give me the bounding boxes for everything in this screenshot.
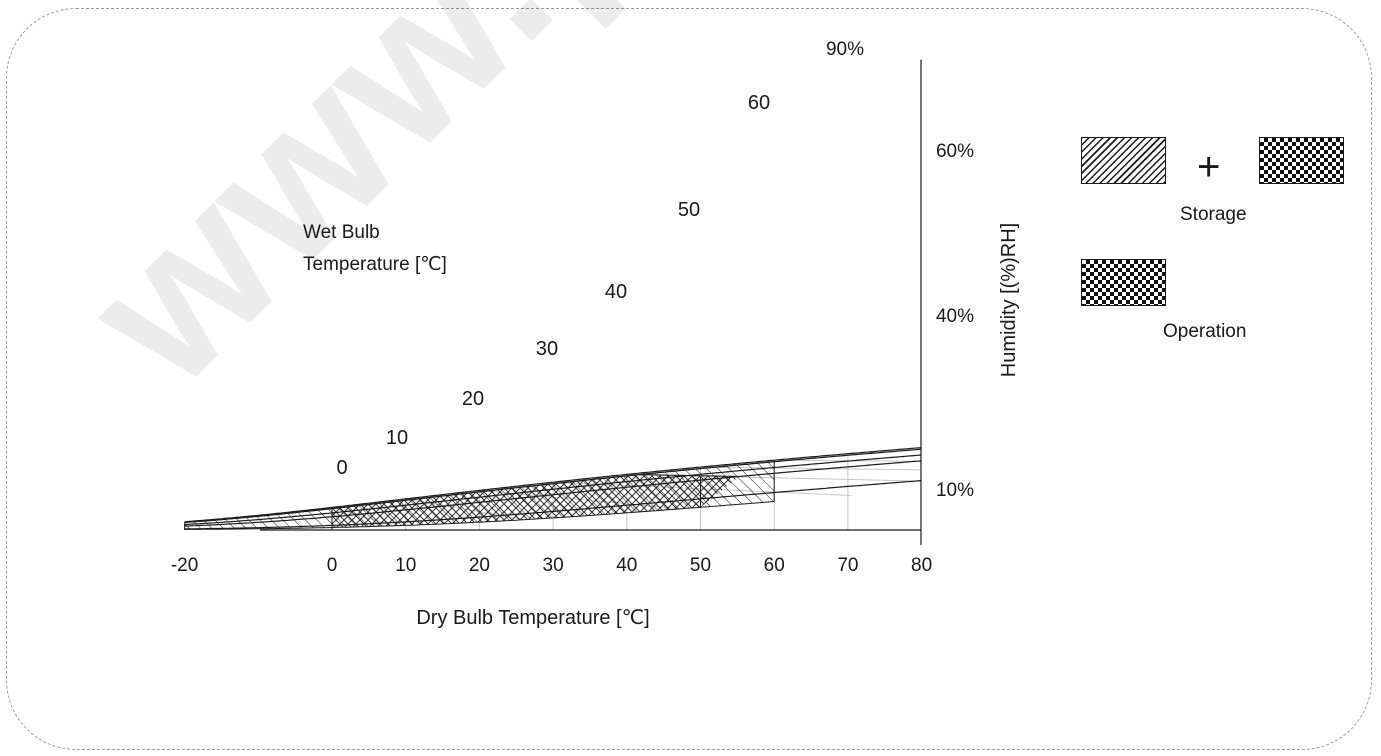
x-tick-label: 20 [469, 555, 490, 576]
wet-bulb-40-limit [639, 474, 740, 477]
rh-curve [184, 480, 922, 530]
storage-hatch-swatch [1081, 137, 1166, 184]
rounded-frame [6, 8, 1372, 750]
axis-layer [260, 59, 922, 545]
wet-bulb-tick-label: 40 [605, 281, 627, 303]
region-layer [184, 461, 775, 531]
x-tick-label: 0 [327, 555, 338, 576]
wet-bulb-tick-label: 50 [678, 199, 700, 221]
x-tick-label: -20 [171, 555, 198, 576]
rh-curve-label: 10% [936, 480, 974, 501]
storage-checker-swatch [1259, 137, 1344, 184]
text-layer: -20 0 10 20 30 40 50 60 70 80 Dry Bulb Temperature… [171, 39, 1020, 629]
curve-layer [184, 447, 922, 530]
wet-bulb-tick-label: 60 [748, 92, 770, 114]
rh-curve-label: 60% [936, 141, 974, 162]
storage-label: Storage [1180, 204, 1247, 225]
operation-label: Operation [1163, 321, 1247, 342]
rh-curve-label: 90% [826, 39, 864, 60]
x-tick-label: 50 [690, 555, 711, 576]
wet-bulb-tick-label: 20 [462, 388, 484, 410]
x-tick-label: 40 [616, 555, 637, 576]
operation-region [332, 474, 740, 528]
x-tick-label: 30 [543, 555, 564, 576]
wet-bulb-tick-label: 30 [536, 338, 558, 360]
wet-bulb-grid-line [700, 466, 921, 471]
rh-curve [184, 447, 922, 523]
x-tick-label: 70 [837, 555, 858, 576]
x-tick-label: 80 [911, 555, 932, 576]
wet-bulb-grid-line [774, 459, 921, 462]
x-axis-label: Dry Bulb Temperature [℃] [416, 607, 649, 629]
rh-curve [184, 454, 922, 526]
y-axis-label: Humidity [(%)RH] [998, 223, 1020, 377]
plus-symbol: + [1197, 145, 1221, 189]
rh-curve [184, 460, 922, 527]
wet-bulb-title-line2: Temperature [℃] [303, 254, 447, 275]
rh-curve [184, 448, 922, 523]
operation-checker-swatch [1081, 259, 1166, 306]
wet-bulb-title-line1: Wet Bulb [303, 222, 380, 243]
wet-bulb-tick-label: 0 [336, 457, 347, 479]
x-tick-label: 60 [764, 555, 785, 576]
x-tick-label: 10 [395, 555, 416, 576]
wet-bulb-tick-label: 10 [386, 427, 408, 449]
rh-curve-label: 40% [936, 306, 974, 327]
